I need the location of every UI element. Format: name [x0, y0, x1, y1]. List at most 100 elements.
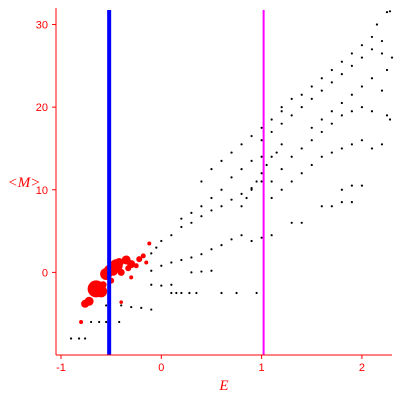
data-point-black: [280, 143, 283, 146]
data-point-black: [250, 239, 253, 243]
data-point-black: [370, 48, 374, 51]
data-point-black: [290, 221, 293, 224]
x-tick-label: 1: [259, 362, 265, 374]
data-point-red: [125, 265, 132, 272]
data-point-black: [320, 77, 323, 80]
data-point-black: [385, 11, 389, 14]
data-point-black: [350, 110, 353, 113]
data-point-black: [375, 23, 379, 26]
data-point-black: [330, 110, 333, 113]
data-point-black: [385, 68, 389, 72]
data-point-black: [170, 283, 173, 286]
data-point-black: [180, 258, 183, 262]
data-point-black: [150, 283, 153, 286]
data-point-black: [350, 143, 353, 146]
data-point-black: [255, 180, 258, 183]
data-point-red: [117, 268, 125, 276]
data-point-black: [220, 159, 223, 162]
data-point-red: [133, 263, 139, 269]
data-point-black: [270, 180, 273, 183]
data-point-black: [250, 187, 253, 190]
data-point-black: [160, 264, 163, 267]
data-point-black: [260, 180, 263, 183]
data-point-black: [180, 225, 183, 229]
data-point-black: [360, 139, 364, 142]
data-point-black: [230, 176, 233, 179]
x-axis-label: E: [218, 378, 228, 394]
data-point-black: [350, 184, 353, 187]
data-point-red: [147, 241, 152, 246]
data-point-black: [320, 89, 323, 92]
data-point-black: [240, 168, 243, 171]
data-point-black: [220, 291, 223, 295]
data-point-black: [260, 126, 263, 129]
data-point-black: [300, 93, 303, 96]
data-point-black: [330, 151, 333, 154]
data-point-red: [119, 300, 123, 304]
data-point-black: [170, 261, 173, 264]
data-point-black: [310, 163, 313, 167]
data-point-black: [188, 291, 191, 295]
data-point-black: [350, 93, 353, 96]
data-point-black: [230, 198, 233, 201]
data-point-black: [290, 114, 293, 117]
data-point-black: [330, 68, 333, 72]
data-point-black: [360, 44, 364, 47]
data-point-black: [220, 244, 223, 247]
data-point-black: [330, 205, 333, 208]
data-point-black: [195, 291, 198, 295]
data-point-black: [240, 192, 243, 195]
data-point-black: [270, 196, 273, 200]
data-point-black: [240, 143, 243, 146]
data-point-black: [200, 205, 203, 208]
y-tick-label: 30: [36, 20, 48, 32]
data-point-black: [170, 234, 173, 237]
data-point-black: [190, 271, 193, 274]
data-point-black: [230, 151, 233, 154]
data-point-black: [240, 205, 243, 208]
data-point-black: [120, 304, 123, 307]
data-point-black: [240, 234, 243, 237]
data-point-black: [330, 81, 333, 84]
data-point-black: [280, 122, 283, 125]
data-point-black: [260, 236, 263, 239]
data-point-black: [69, 337, 73, 340]
data-point-black: [370, 77, 374, 80]
data-point-black: [200, 215, 203, 218]
data-point-black: [260, 172, 263, 175]
data-point-black: [245, 196, 248, 200]
data-point-black: [90, 320, 93, 324]
data-point-black: [270, 155, 273, 158]
data-point-black: [118, 320, 121, 324]
y-tick-label: 20: [36, 102, 48, 114]
data-point-black: [290, 180, 293, 183]
data-point-black: [300, 172, 303, 175]
data-point-black: [270, 234, 273, 237]
data-point-black: [270, 130, 273, 134]
data-point-black: [160, 284, 163, 287]
data-point-black: [130, 305, 133, 309]
data-point-black: [210, 168, 213, 171]
data-point-black: [340, 188, 343, 191]
data-point-black: [310, 85, 313, 88]
data-point-black: [380, 89, 384, 92]
data-point-black: [150, 269, 153, 272]
data-point-black: [340, 201, 343, 204]
data-point-black: [235, 291, 238, 295]
data-point-black: [77, 337, 81, 340]
data-point-black: [275, 151, 278, 154]
data-point-black: [160, 239, 163, 243]
data-point-black: [340, 114, 343, 117]
data-point-black: [350, 64, 353, 67]
y-tick-label: 10: [36, 185, 48, 197]
x-tick-label: -1: [56, 362, 66, 374]
data-point-black: [83, 337, 87, 340]
data-point-black: [150, 252, 153, 255]
data-point-black: [310, 97, 313, 100]
data-point-black: [260, 139, 263, 142]
data-point-black: [320, 130, 323, 134]
data-point-black: [250, 188, 253, 191]
data-point-black: [220, 205, 223, 208]
